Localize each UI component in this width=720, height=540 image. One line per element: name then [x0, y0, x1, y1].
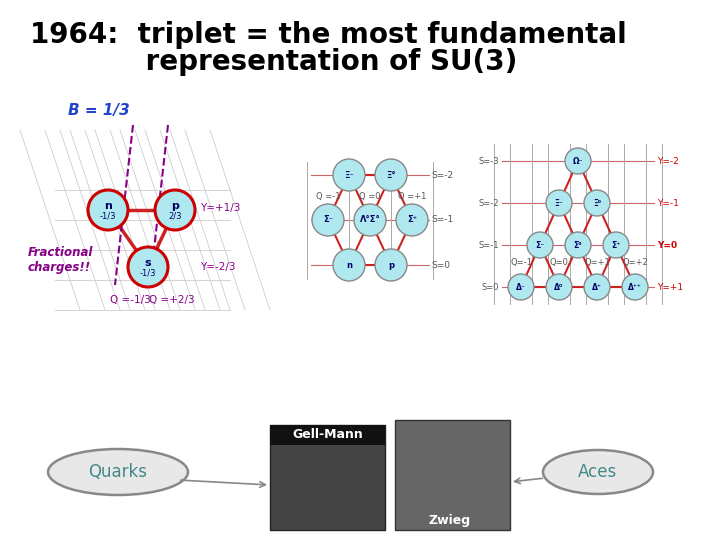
Text: Q =+2/3: Q =+2/3 [149, 295, 195, 305]
Text: Σ⁰: Σ⁰ [574, 240, 582, 249]
Circle shape [622, 274, 648, 300]
Text: Ξ⁻: Ξ⁻ [344, 171, 354, 179]
Text: S=-1: S=-1 [432, 215, 454, 225]
Circle shape [527, 232, 553, 258]
Text: Δ⁺⁺: Δ⁺⁺ [628, 282, 642, 292]
Bar [270, 425, 385, 530]
Text: Σ⁺: Σ⁺ [407, 215, 417, 225]
Circle shape [546, 190, 572, 216]
Text: Y=+1/3: Y=+1/3 [200, 203, 240, 213]
Circle shape [375, 159, 407, 191]
Text: S=-1: S=-1 [479, 240, 499, 249]
Circle shape [312, 204, 344, 236]
Text: Q =-1: Q =-1 [316, 192, 341, 201]
Circle shape [354, 204, 386, 236]
Bar [395, 420, 510, 530]
Text: Y=+1: Y=+1 [657, 282, 683, 292]
Text: p: p [388, 260, 394, 269]
Bar [270, 425, 385, 445]
Text: Δ⁺: Δ⁺ [592, 282, 602, 292]
Text: Σ⁻: Σ⁻ [536, 240, 544, 249]
Circle shape [396, 204, 428, 236]
Text: Q =-1/3: Q =-1/3 [109, 295, 150, 305]
Circle shape [565, 232, 591, 258]
Circle shape [565, 148, 591, 174]
Text: -1/3: -1/3 [100, 212, 116, 220]
Text: Ω⁻: Ω⁻ [572, 157, 583, 165]
Text: Λ°Σ°: Λ°Σ° [359, 215, 380, 225]
Text: 2/3: 2/3 [168, 212, 181, 220]
Text: n: n [104, 201, 112, 211]
Text: representation of SU(3): representation of SU(3) [30, 48, 518, 76]
Circle shape [333, 249, 365, 281]
Text: Y=0: Y=0 [657, 240, 677, 249]
Text: s: s [145, 258, 151, 268]
Text: Y=-2: Y=-2 [657, 157, 679, 165]
Circle shape [375, 249, 407, 281]
Text: n: n [346, 260, 352, 269]
Text: Aces: Aces [578, 463, 618, 481]
Text: Gell-Mann: Gell-Mann [292, 429, 364, 442]
Text: Δ⁰: Δ⁰ [554, 282, 564, 292]
Circle shape [128, 247, 168, 287]
Text: Ξ⁻: Ξ⁻ [554, 199, 563, 207]
Text: B = 1/3: B = 1/3 [68, 103, 130, 118]
Circle shape [584, 274, 610, 300]
Text: Y=-1: Y=-1 [657, 199, 679, 207]
Text: S=-3: S=-3 [478, 157, 499, 165]
Ellipse shape [543, 450, 653, 494]
Text: Zwieg: Zwieg [429, 514, 471, 527]
Circle shape [333, 159, 365, 191]
Text: Q=+2: Q=+2 [622, 258, 648, 267]
Text: -1/3: -1/3 [140, 268, 156, 278]
Circle shape [508, 274, 534, 300]
Circle shape [155, 190, 195, 230]
Text: S=-2: S=-2 [479, 199, 499, 207]
Text: Σ⁺: Σ⁺ [611, 240, 621, 249]
Text: p: p [171, 201, 179, 211]
Text: Quarks: Quarks [89, 463, 148, 481]
Text: S=-2: S=-2 [432, 171, 454, 179]
Text: Ξ⁰: Ξ⁰ [593, 199, 601, 207]
Text: Q =0: Q =0 [359, 192, 381, 201]
Text: Σ⁻: Σ⁻ [323, 215, 333, 225]
Text: S=0: S=0 [482, 282, 499, 292]
Text: Ξ°: Ξ° [386, 171, 396, 179]
Circle shape [546, 274, 572, 300]
Text: Δ⁻: Δ⁻ [516, 282, 526, 292]
Text: Fractional
charges!!: Fractional charges!! [28, 246, 94, 274]
Text: Q=0: Q=0 [549, 258, 568, 267]
Circle shape [88, 190, 128, 230]
Text: Y=-2/3: Y=-2/3 [200, 262, 235, 272]
Text: 1964:  triplet = the most fundamental: 1964: triplet = the most fundamental [30, 21, 626, 49]
Ellipse shape [48, 449, 188, 495]
Circle shape [603, 232, 629, 258]
Circle shape [584, 190, 610, 216]
Text: S=0: S=0 [432, 260, 451, 269]
Text: Q =+1: Q =+1 [398, 192, 426, 201]
Text: Q=+1: Q=+1 [584, 258, 610, 267]
Text: Q=-1: Q=-1 [510, 258, 532, 267]
